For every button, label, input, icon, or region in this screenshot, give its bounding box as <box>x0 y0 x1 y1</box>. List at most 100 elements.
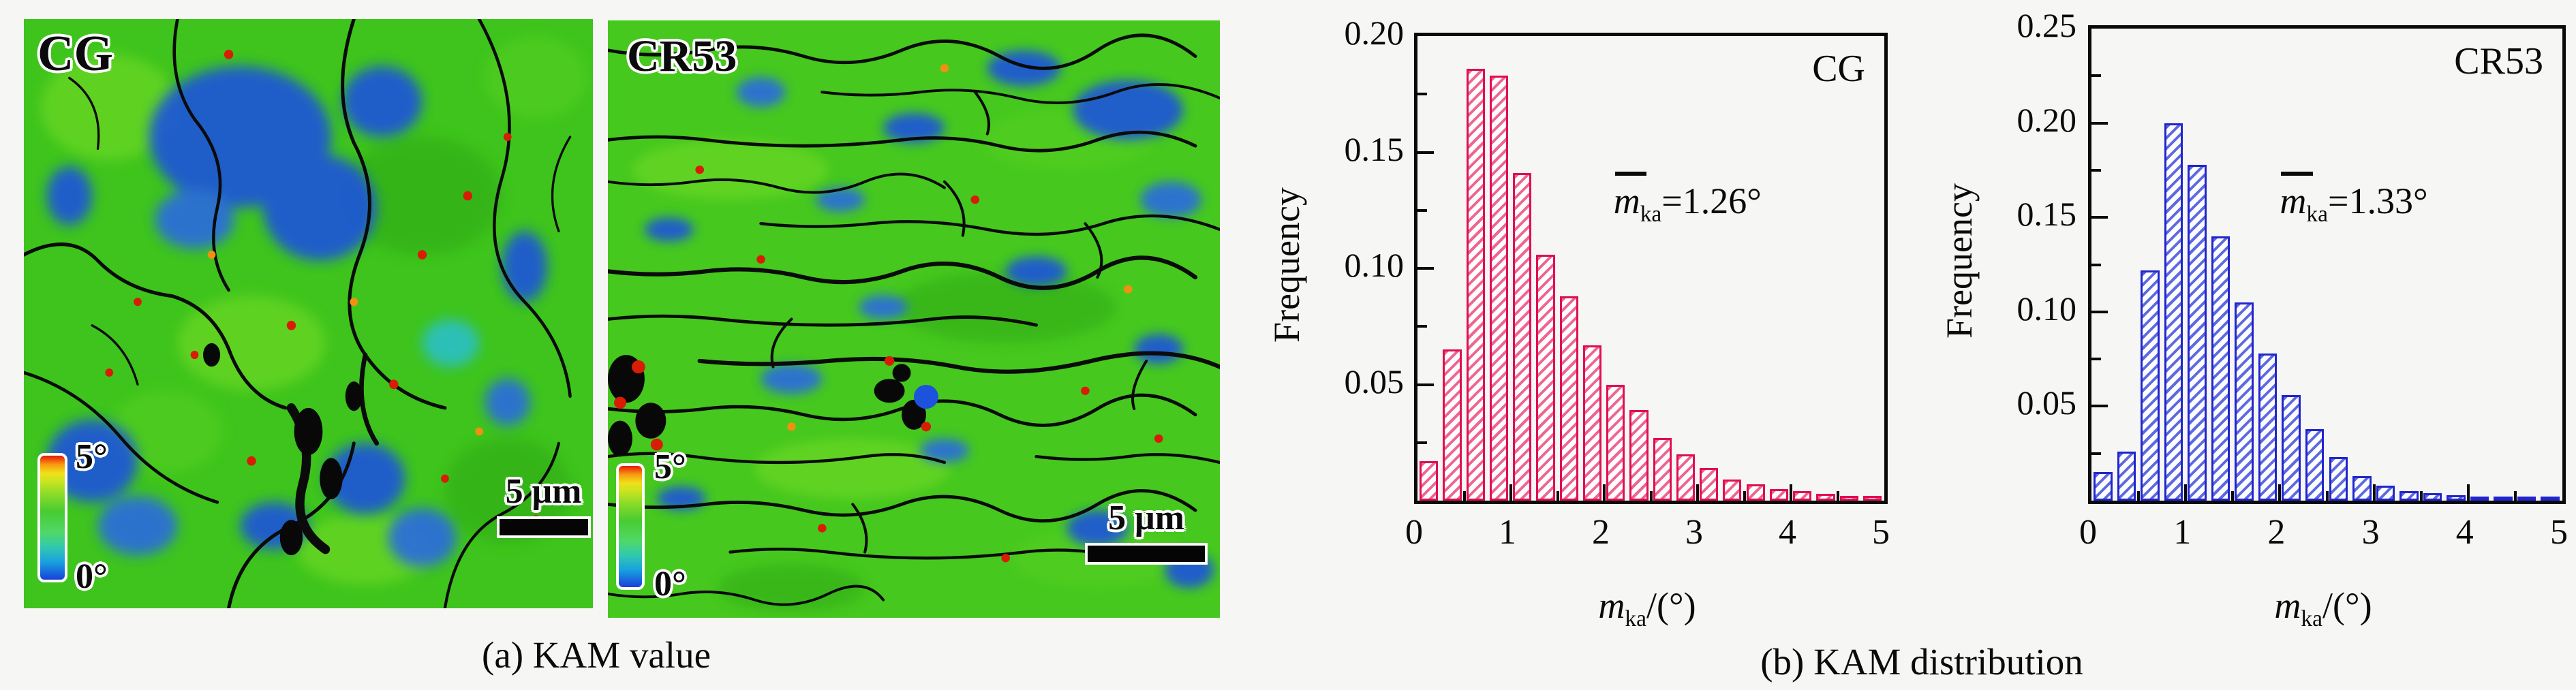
y-tick-mark <box>1417 151 1434 154</box>
histogram-bar <box>2305 428 2325 501</box>
y-minor-tick-mark <box>2091 74 2101 78</box>
y-tick-mark <box>2091 121 2108 125</box>
histogram-bar <box>1629 410 1649 501</box>
histogram-bar <box>2282 394 2301 501</box>
plot-area-cg: CG mka=1.26° <box>1414 33 1888 504</box>
x-tick-label: 2 <box>1592 513 1610 552</box>
histogram-bar <box>1582 345 1601 501</box>
x-tick-label: 1 <box>2173 513 2192 552</box>
histogram-bar <box>2329 457 2348 501</box>
x-minor-tick-mark <box>1743 491 1746 501</box>
x-tick-mark <box>2278 484 2282 501</box>
y-tick-mark <box>2091 405 2108 408</box>
colorbar-min-label: 0° <box>76 557 108 596</box>
x-minor-tick-mark <box>1462 491 1466 501</box>
histogram-bar <box>2470 497 2489 501</box>
histogram-bar <box>1746 484 1765 501</box>
y-tick-labels: 0.05 0.10 0.15 0.20 <box>1285 14 1405 497</box>
y-tick-label: 0.10 <box>1344 246 1405 284</box>
plot-area-cr53: CR53 mka=1.33° <box>2088 25 2566 504</box>
y-tick-label: 0.25 <box>2017 6 2077 44</box>
colorbar-gradient <box>616 463 645 590</box>
histogram-bar <box>2399 491 2419 501</box>
histogram-bar <box>2094 472 2113 501</box>
histogram-bar <box>2352 475 2372 501</box>
scale-bar-label: 5 μm <box>505 472 582 511</box>
histogram-bar <box>1700 468 1719 501</box>
y-minor-tick-mark <box>1417 93 1427 96</box>
map-label-cg: CG <box>37 26 113 82</box>
histogram-bar <box>2117 451 2136 501</box>
histogram-bar <box>2541 497 2560 501</box>
y-tick-mark <box>1417 267 1434 270</box>
x-minor-tick-mark <box>1836 491 1839 501</box>
kam-colorbar-cg: 5° 0° <box>37 439 147 595</box>
mean-subscript: ka <box>1640 202 1662 228</box>
y-tick-mark <box>2091 216 2108 219</box>
mean-value: =1.26° <box>1661 181 1762 222</box>
histogram-bar <box>1839 496 1858 501</box>
histogram-bar <box>2376 485 2395 501</box>
panel-tag: CG <box>1812 48 1865 90</box>
x-tick-label: 4 <box>2455 513 2474 552</box>
histogram-bar <box>2258 353 2278 501</box>
x-tick-label: 5 <box>1872 513 1890 552</box>
histogram-bar <box>1606 384 1625 501</box>
x-tick-label: 2 <box>2267 513 2286 552</box>
x-tick-mark <box>1790 484 1792 501</box>
x-minor-tick-mark <box>2513 491 2517 501</box>
histogram-bar <box>2164 123 2183 501</box>
x-tick-label: 5 <box>2550 513 2568 552</box>
x-minor-tick-mark <box>2231 491 2235 501</box>
x-tick-label: 3 <box>1685 513 1703 552</box>
histogram-bar <box>1723 480 1742 501</box>
colorbar-gradient <box>37 453 67 582</box>
kam-map-cr53: CR53 5° 0° 5 μm <box>608 20 1220 618</box>
histogram-bar <box>1816 493 1835 501</box>
histogram-bar <box>2447 495 2466 501</box>
histogram-bar <box>1466 68 1485 501</box>
overbar <box>2281 171 2314 176</box>
x-tick-label: 0 <box>1405 513 1423 552</box>
x-tick-labels: 0 1 2 3 4 5 <box>1405 512 1890 553</box>
histogram-bar <box>1420 461 1439 501</box>
scale-bar-cr53: 5 μm <box>1085 501 1208 565</box>
y-tick-label: 0.20 <box>1344 14 1405 52</box>
colorbar-max-label: 5° <box>654 448 686 486</box>
kam-map-cg-texture <box>24 19 593 608</box>
kam-colorbar-cr53: 5° 0° <box>616 450 725 602</box>
x-tick-mark <box>2466 484 2470 501</box>
y-tick-label: 0.20 <box>2017 100 2077 139</box>
mean-value: =1.33° <box>2327 180 2428 221</box>
histogram-cg: Frequency 0.05 0.10 0.15 0.20 CG mka=1.26° … <box>1261 0 1915 690</box>
x-tick-labels: 0 1 2 3 4 5 <box>2079 512 2568 553</box>
histogram-bar <box>1769 488 1788 501</box>
y-tick-mark <box>1417 383 1434 386</box>
colorbar-max-label: 5° <box>76 437 108 476</box>
panel-caption-b: (b) KAM distribution <box>1760 641 2083 683</box>
panel-tag: CR53 <box>2454 40 2543 82</box>
histogram-cr53: Frequency 0.05 0.10 0.15 0.20 0.25 CR53 mka=… <box>1935 0 2576 690</box>
x-minor-tick-mark <box>2325 491 2329 501</box>
x-axis-label: mka/(°) <box>2274 585 2372 631</box>
map-label-cr53: CR53 <box>627 31 737 81</box>
x-tick-label: 3 <box>2361 513 2380 552</box>
y-tick-labels: 0.05 0.10 0.15 0.20 0.25 <box>1957 6 2077 497</box>
y-minor-tick-mark <box>2091 452 2101 455</box>
histogram-bar <box>2188 164 2207 501</box>
y-tick-label: 0.15 <box>2017 195 2077 234</box>
x-minor-tick-mark <box>1649 491 1653 501</box>
histogram-bar <box>1489 75 1508 501</box>
kam-map-cr53-texture <box>608 20 1220 618</box>
scale-bar <box>1085 543 1208 565</box>
histogram-bar <box>2141 270 2160 501</box>
histogram-bar <box>1676 454 1695 501</box>
mean-variable: m <box>2280 180 2307 221</box>
y-tick-mark <box>2091 310 2108 313</box>
histogram-bar <box>1443 349 1462 501</box>
x-axis-label: mka/(°) <box>1598 585 1696 631</box>
y-tick-label: 0.05 <box>1344 362 1405 401</box>
histogram-bar <box>2211 236 2230 501</box>
mean-annotation: mka=1.26° <box>1614 172 1762 228</box>
histogram-bar <box>1653 437 1672 501</box>
